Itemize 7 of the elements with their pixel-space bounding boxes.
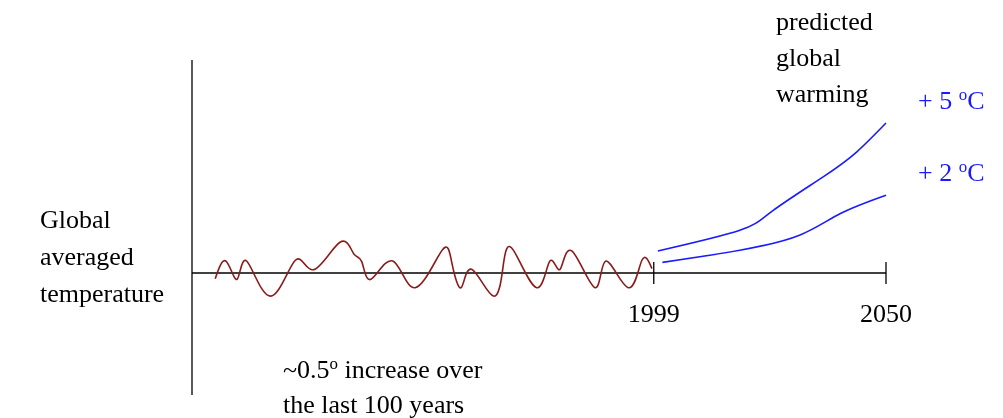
- text: ~0.5$^{o}$ increase over the last 100 years: [283, 353, 483, 418]
- text: predicted global warming: [776, 7, 873, 108]
- x-tick-label: 1999: [627, 299, 680, 328]
- y-axis-title: Global averaged temperature: [40, 205, 165, 308]
- series-label: + 5 $^{o}$C: [918, 84, 985, 115]
- x-tick-label: 2050: [860, 299, 912, 328]
- series-label: + 2 $^{o}$C: [918, 156, 985, 188]
